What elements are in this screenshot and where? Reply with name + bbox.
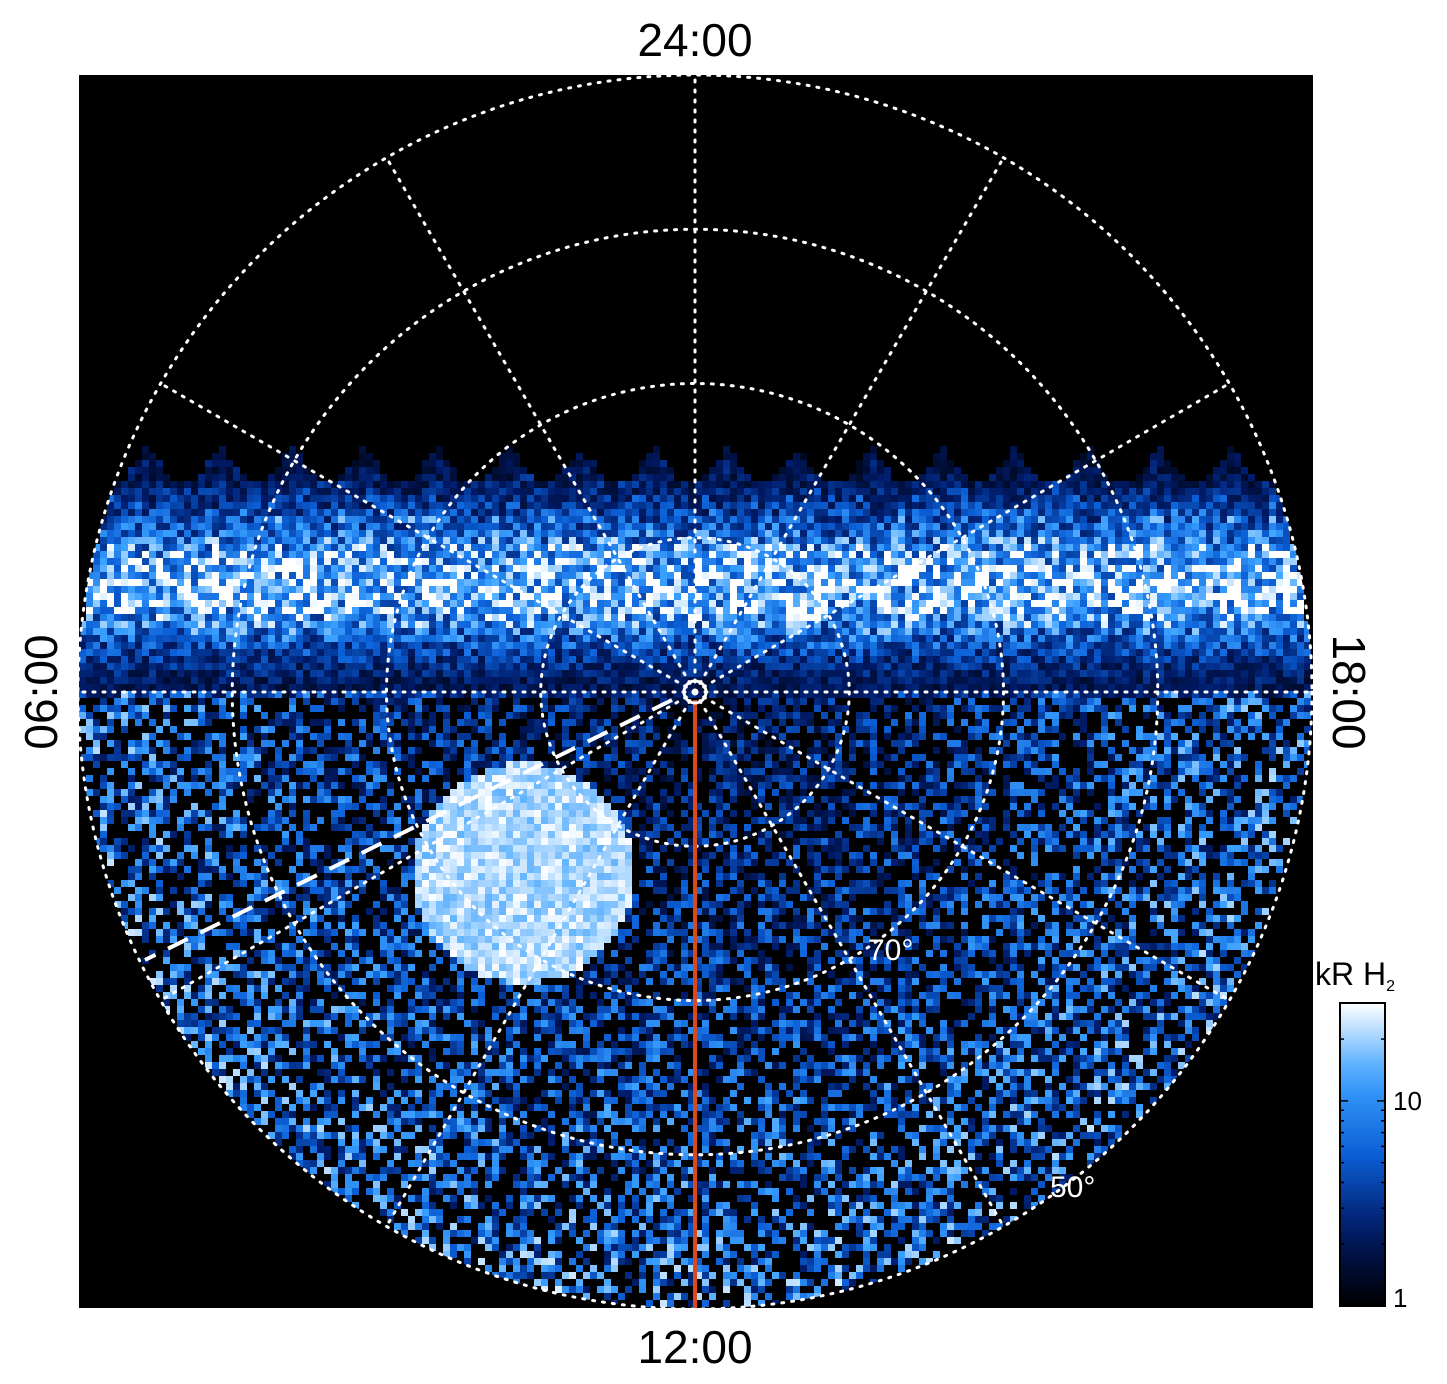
colorbar-title-main: kR H [1315,956,1386,992]
local-time-meridian-8 [159,690,697,1002]
local-time-label-left: 06:00 [15,634,67,749]
local-time-meridian-16 [693,690,1231,1002]
local-time-meridian-14 [693,690,1005,1228]
local-time-meridian-20 [693,382,1231,694]
colorbar-tick-label-10: 10 [1393,1086,1422,1116]
colorbar-tick-label-1: 1 [1393,1283,1407,1313]
local-time-label-bottom: 12:00 [637,1321,752,1373]
colorbar-scale [1339,1002,1386,1307]
tracks [144,698,697,1308]
dashed-track-line [144,698,673,962]
colorbar-title-subscript: 2 [1386,978,1395,995]
local-time-meridian-4 [159,382,697,694]
pole-marker [682,679,708,705]
local-time-label-right: 18:00 [1323,634,1375,749]
colorbar-ticks [1340,1002,1385,1307]
latitude-label-70: 70° [868,934,913,967]
latitude-label-50: 50° [1050,1171,1095,1204]
latitude-circle-50 [79,75,1313,1308]
local-time-meridian-22 [693,156,1005,694]
emission-intensity-map [79,446,1311,1307]
local-time-label-top: 24:00 [637,14,752,66]
local-time-meridian-10 [385,690,697,1228]
colorbar: kR H2 10 1 [1315,956,1422,1313]
local-time-meridian-2 [385,156,697,694]
colorbar-title: kR H2 [1315,956,1395,995]
